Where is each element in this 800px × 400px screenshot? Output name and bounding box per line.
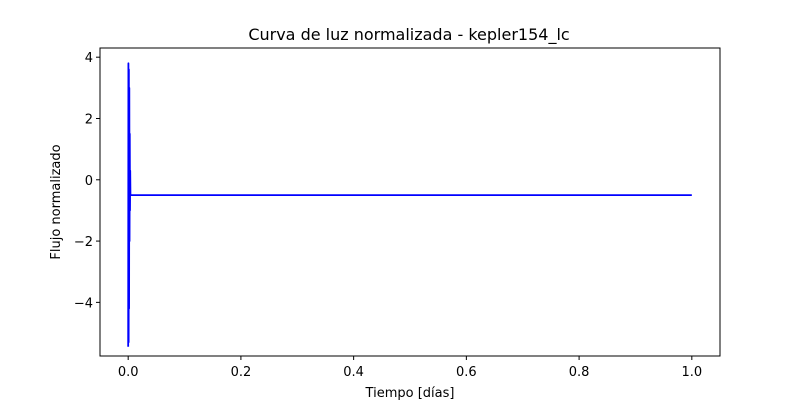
y-tick-label: −2	[74, 235, 93, 250]
x-tick-label: 0.4	[343, 365, 364, 380]
x-tick-label: 1.0	[681, 365, 702, 380]
y-tick-label: 0	[85, 174, 93, 189]
chart-title: Curva de luz normalizada - kepler154_lc	[248, 25, 569, 45]
y-tick-label: 2	[85, 112, 93, 127]
x-tick-label: 0.8	[569, 365, 590, 380]
x-tick-label: 0.0	[118, 365, 139, 380]
x-tick-label: 0.6	[456, 365, 477, 380]
y-axis: −4 −2 0 2 4	[74, 51, 100, 311]
x-axis: 0.0 0.2 0.4 0.6 0.8 1.0	[118, 356, 702, 380]
x-axis-label: Tiempo [días]	[365, 386, 455, 400]
series-layer	[127, 62, 692, 347]
y-axis-label: Flujo normalizado	[49, 144, 64, 259]
plot-frame	[99, 47, 721, 357]
x-tick-label: 0.2	[231, 365, 252, 380]
y-tick-label: 4	[85, 51, 93, 66]
y-tick-label: −4	[74, 296, 93, 311]
plot-area	[99, 47, 721, 357]
series-line	[127, 62, 692, 347]
